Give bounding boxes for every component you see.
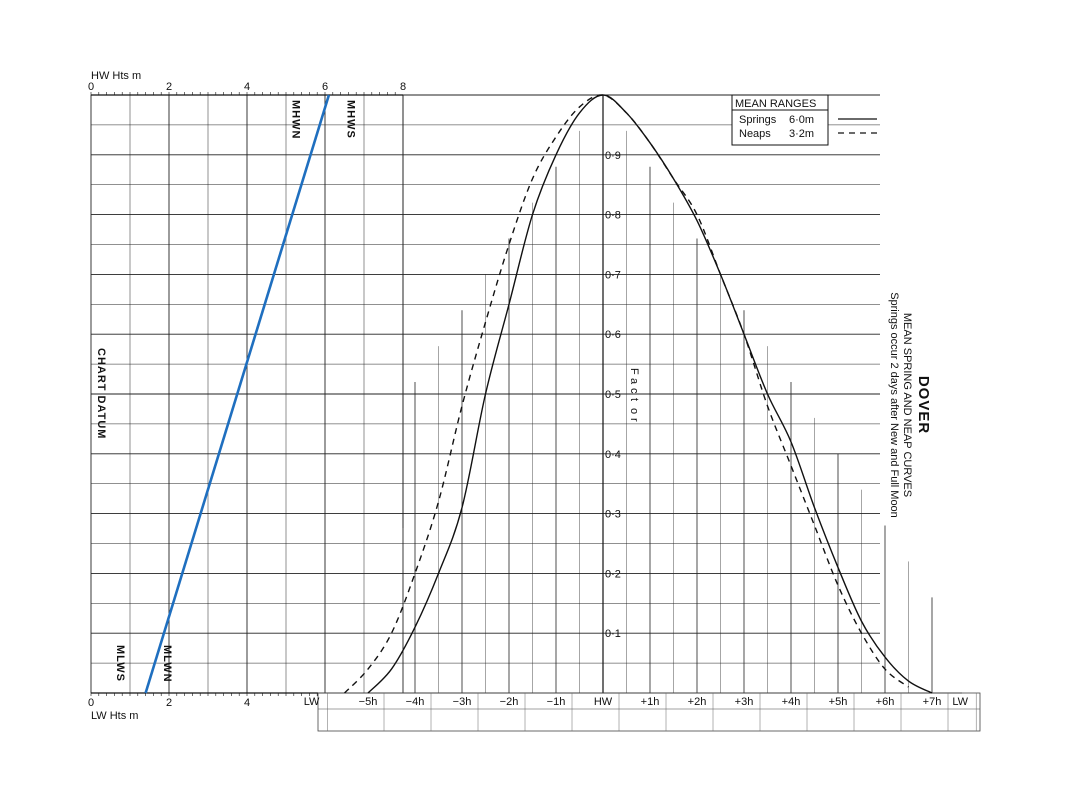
time-tick-label: −4h (406, 696, 425, 708)
mhws-label: MHWS (344, 100, 356, 139)
factor-tick-label: 0·2 (605, 568, 621, 580)
range-line (144, 94, 331, 694)
legend-title: MEAN RANGES (735, 98, 816, 110)
hw-heights-axis-label: HW Hts m (91, 70, 141, 82)
time-tick-label: +6h (876, 696, 895, 708)
factor-tick-label: 0·5 (605, 389, 621, 401)
time-axis-box (317, 692, 981, 732)
chart-title-block: DOVER MEAN SPRING AND NEAP CURVES Spring… (888, 255, 932, 555)
time-tick-label: −5h (359, 696, 378, 708)
factor-axis-letter: F (628, 368, 640, 376)
time-tick-label: −1h (547, 696, 566, 708)
lw-height-tick-label: 2 (166, 697, 172, 709)
legend-label: Springs (739, 114, 777, 126)
factor-axis-letter: r (628, 418, 640, 423)
factor-axis-letter: a (628, 378, 640, 385)
tide-curves (144, 94, 933, 694)
time-tick-label: LW (304, 696, 320, 708)
factor-tick-label: 0·1 (605, 628, 621, 640)
factor-tick-label: 0·6 (605, 329, 621, 341)
legend-value: 6·0m (789, 114, 814, 126)
hw-height-tick-label: 8 (400, 81, 406, 93)
hw-height-tick-label: 4 (244, 81, 250, 93)
time-tick-label: HW (594, 696, 613, 708)
factor-tick-label: 0·9 (605, 150, 621, 162)
time-tick-label: −2h (500, 696, 519, 708)
factor-axis-letter: o (628, 408, 640, 415)
time-tick-label: +4h (782, 696, 801, 708)
time-tick-label: +3h (735, 696, 754, 708)
hw-height-tick-label: 2 (166, 81, 172, 93)
height-scale (90, 92, 981, 732)
factor-axis-letter: t (628, 398, 640, 402)
mlws-label: MLWS (114, 645, 126, 682)
chart-labels: 0 2 4 6 8 0 2 4 HW Hts m LW Hts m MHWN MHWS CHART DA… (88, 70, 969, 722)
legend: MEAN RANGES Springs 6·0m Neaps 3·2m (731, 94, 877, 146)
neaps-curve (344, 94, 909, 694)
chart-grid (90, 94, 962, 694)
chart-note: Springs occur 2 days after New and Full … (888, 292, 900, 518)
lw-height-tick-label: 0 (88, 697, 94, 709)
legend-box (731, 94, 829, 146)
time-tick-label: LW (952, 696, 968, 708)
hw-height-tick-label: 6 (322, 81, 328, 93)
factor-tick-label: 0·7 (605, 269, 621, 281)
chart-title: DOVER (915, 375, 932, 435)
time-tick-label: +1h (641, 696, 660, 708)
lw-height-tick-label: 4 (244, 697, 250, 709)
legend-value: 3·2m (789, 128, 814, 140)
mlwn-label: MLWN (161, 645, 173, 683)
factor-tick-label: 0·3 (605, 509, 621, 521)
time-tick-label: +7h (923, 696, 942, 708)
time-tick-label: +5h (829, 696, 848, 708)
mhwn-label: MHWN (290, 100, 302, 139)
time-tick-label: −3h (453, 696, 472, 708)
lw-heights-axis-label: LW Hts m (91, 710, 138, 722)
chart-subtitle: MEAN SPRING AND NEAP CURVES (901, 312, 913, 498)
chart-datum-label: CHART DATUM (95, 348, 107, 439)
factor-tick-label: 0·4 (605, 449, 621, 461)
factor-axis-letter: c (628, 388, 640, 395)
factor-tick-label: 0·8 (605, 210, 621, 222)
time-tick-label: +2h (688, 696, 707, 708)
legend-label: Neaps (739, 128, 771, 140)
hw-height-tick-label: 0 (88, 81, 94, 93)
